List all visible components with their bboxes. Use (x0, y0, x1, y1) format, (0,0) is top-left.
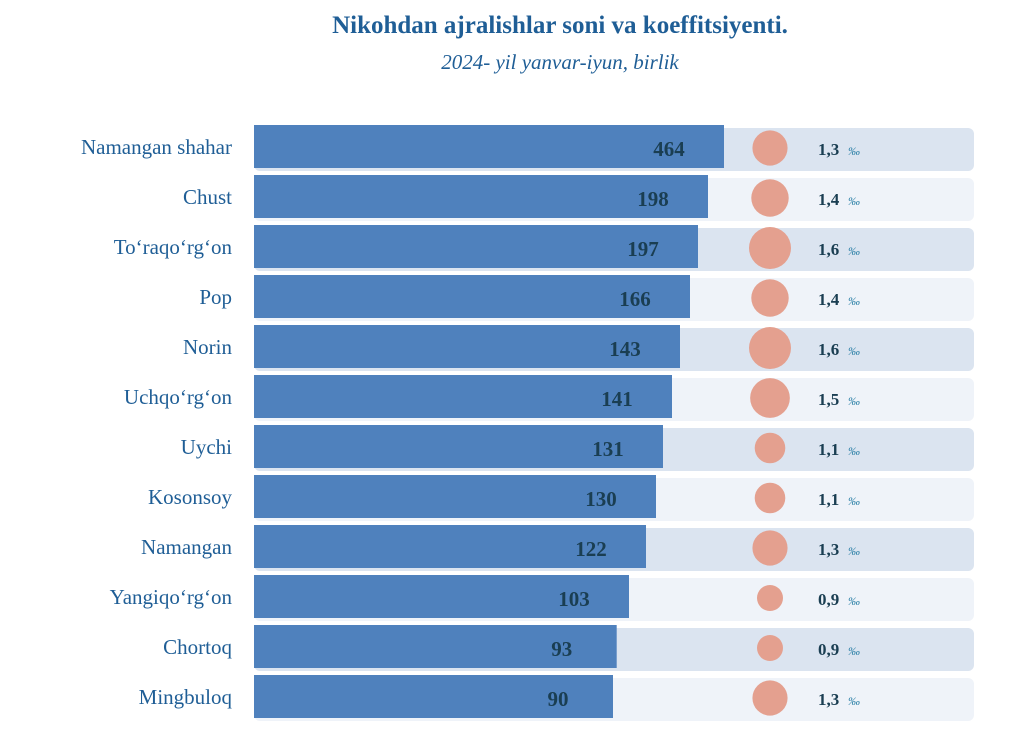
bar-value-label: 103 (558, 587, 590, 611)
chart-title: Nikohdan ajralishlar soni va koeffitsiye… (332, 12, 788, 39)
bar-value-label: 198 (637, 187, 669, 211)
bar-value-label: 131 (592, 437, 624, 461)
category-label: Kosonsoy (148, 485, 233, 509)
coefficient-label: 1,1 (818, 490, 839, 509)
coefficient-bubble (749, 327, 791, 369)
bar-value-label: 93 (551, 637, 572, 661)
coefficient-bubble (754, 432, 786, 464)
permille-unit: ‰ (848, 344, 860, 358)
coefficient-bubble (750, 378, 790, 418)
category-label: Namangan shahar (81, 135, 232, 159)
coefficient-bubble (752, 530, 788, 566)
coefficient-bubble (752, 130, 788, 166)
permille-unit: ‰ (848, 594, 860, 608)
bar-value-label: 197 (627, 237, 659, 261)
category-label: Pop (199, 285, 232, 309)
coefficient-label: 1,4 (818, 190, 840, 209)
permille-unit: ‰ (848, 444, 860, 458)
bar (254, 475, 656, 518)
bar (254, 225, 698, 268)
permille-unit: ‰ (848, 544, 860, 558)
category-label: Yangiqo‘rg‘on (110, 585, 233, 609)
permille-unit: ‰ (848, 644, 860, 658)
bar (254, 525, 646, 568)
bar (254, 625, 617, 668)
coefficient-bubble (752, 680, 788, 716)
coefficient-bubble (749, 227, 791, 269)
coefficient-label: 1,4 (818, 290, 840, 309)
coefficient-label: 1,6 (818, 240, 839, 259)
bar (254, 125, 724, 168)
bar-value-label: 141 (601, 387, 633, 411)
coefficient-label: 1,5 (818, 390, 839, 409)
permille-unit: ‰ (848, 294, 860, 308)
bar-value-label: 130 (585, 487, 617, 511)
category-label: Namangan (141, 535, 232, 559)
category-label: Chortoq (163, 635, 232, 659)
bar-value-label: 122 (575, 537, 607, 561)
bar-value-label: 464 (653, 137, 685, 161)
permille-unit: ‰ (848, 144, 860, 158)
bar (254, 425, 663, 468)
coefficient-bubble (754, 482, 786, 514)
bar (254, 575, 629, 618)
permille-unit: ‰ (848, 244, 860, 258)
category-label: Norin (183, 335, 232, 359)
coefficient-label: 1,6 (818, 340, 839, 359)
bar (254, 325, 680, 368)
category-label: Mingbuloq (139, 685, 233, 709)
category-label: To‘raqo‘rg‘on (114, 235, 233, 259)
permille-unit: ‰ (848, 194, 860, 208)
category-label: Uychi (181, 435, 232, 459)
permille-unit: ‰ (848, 494, 860, 508)
category-label: Uchqo‘rg‘on (124, 385, 233, 409)
chart-subtitle: 2024- yil yanvar-iyun, birlik (441, 50, 679, 74)
bar (254, 375, 672, 418)
coefficient-label: 1,3 (818, 690, 839, 709)
coefficient-label: 1,3 (818, 540, 839, 559)
bar (254, 275, 690, 318)
bar-value-label: 90 (548, 687, 569, 711)
category-label: Chust (183, 185, 232, 209)
coefficient-bubble (757, 585, 783, 611)
coefficient-bubble (751, 179, 789, 217)
bar-value-label: 166 (619, 287, 651, 311)
bar (254, 175, 708, 218)
permille-unit: ‰ (848, 694, 860, 708)
bar-value-label: 143 (609, 337, 641, 361)
coefficient-label: 1,1 (818, 440, 839, 459)
coefficient-label: 0,9 (818, 640, 839, 659)
coefficient-label: 1,3 (818, 140, 839, 159)
coefficient-bubble (757, 635, 783, 661)
coefficient-bubble (751, 279, 789, 317)
coefficient-label: 0,9 (818, 590, 839, 609)
permille-unit: ‰ (848, 394, 860, 408)
bar (254, 675, 613, 718)
